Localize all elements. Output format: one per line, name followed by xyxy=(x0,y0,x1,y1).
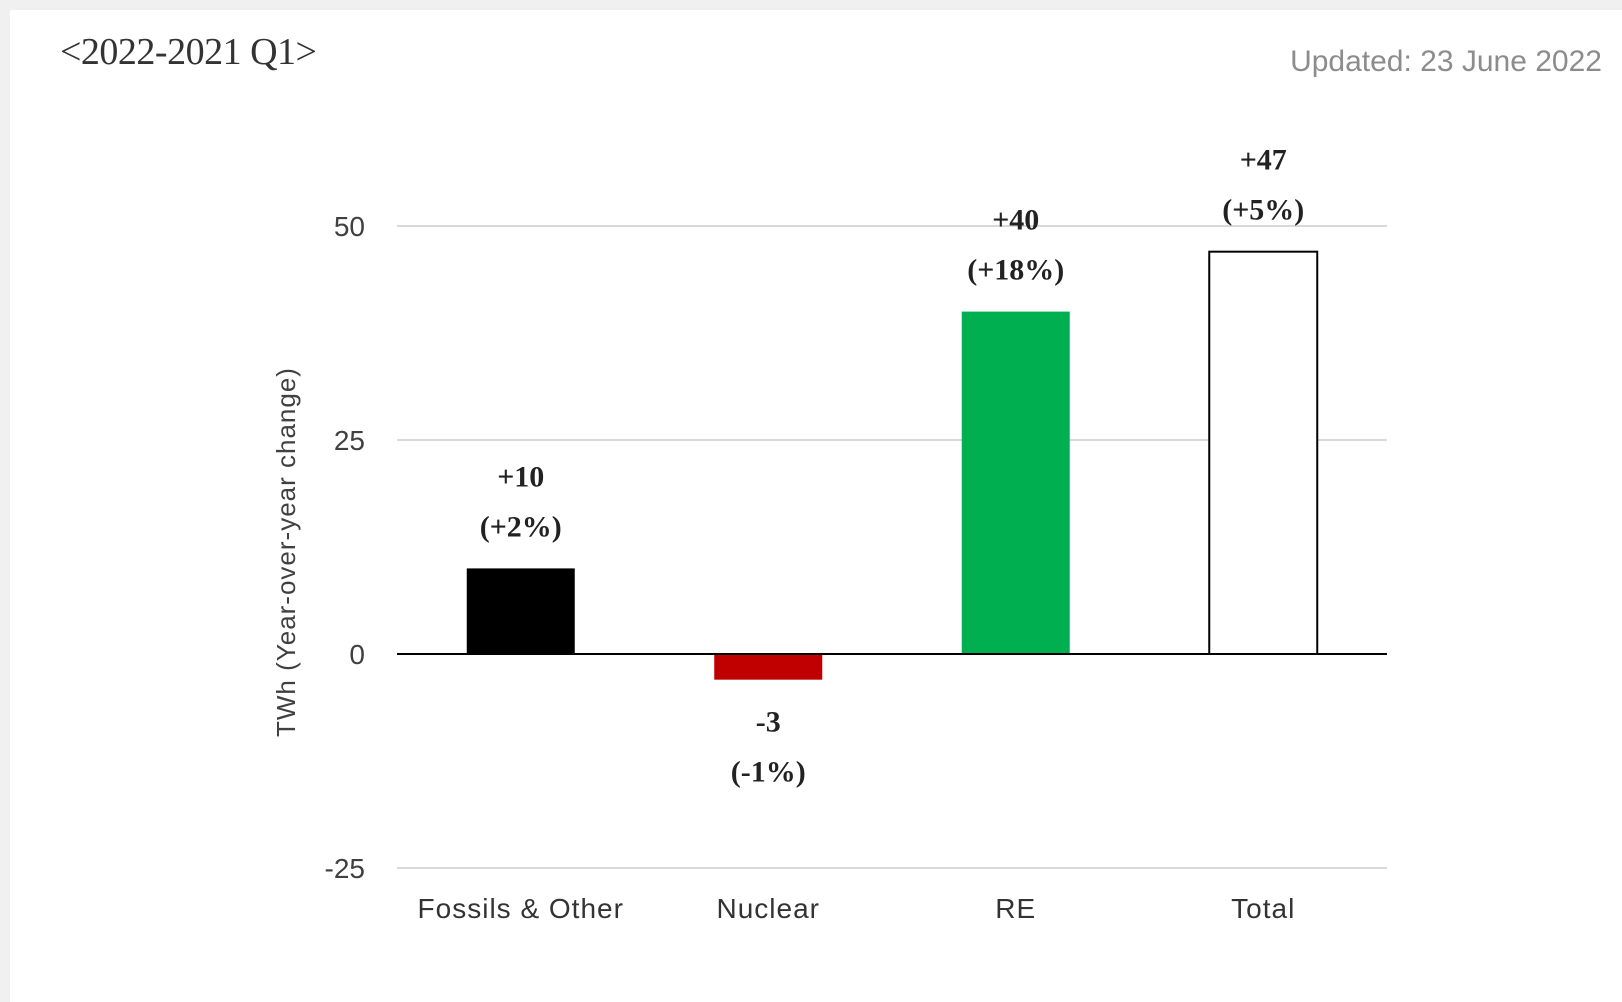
y-tick-label: -25 xyxy=(325,853,365,884)
data-labels: +10 (+2%) -3 (-1%) +40 (+18%) +47 (+5%) xyxy=(480,144,1305,789)
percent-label: (+5%) xyxy=(1222,194,1304,227)
x-tick-label: Fossils & Other xyxy=(418,893,624,924)
updated-date: Updated: 23 June 2022 xyxy=(1290,45,1602,78)
y-axis-ticks: 50 25 0 -25 xyxy=(325,211,365,884)
chart-title: <2022-2021 Q1> xyxy=(60,31,317,73)
bars xyxy=(466,250,1319,680)
percent-label: (+18%) xyxy=(967,254,1064,287)
percent-label: (-1%) xyxy=(731,756,806,789)
x-tick-label: RE xyxy=(995,893,1036,924)
bar-nuclear xyxy=(714,654,823,680)
x-tick-label: Nuclear xyxy=(717,893,820,924)
percent-label: (+2%) xyxy=(480,510,562,543)
x-axis-labels: Fossils & Other Nuclear RE Total xyxy=(418,893,1295,924)
value-label: +40 xyxy=(992,204,1039,237)
bar-fossils-other xyxy=(466,568,575,654)
value-label: -3 xyxy=(756,706,781,739)
y-tick-label: 25 xyxy=(334,425,365,456)
bar-total xyxy=(1208,250,1319,655)
y-axis-label: TWh (Year-over-year change) xyxy=(271,367,301,737)
y-tick-label: 50 xyxy=(334,211,365,242)
bar-re xyxy=(961,311,1070,654)
value-label: +47 xyxy=(1240,144,1287,177)
x-tick-label: Total xyxy=(1231,893,1295,924)
value-label: +10 xyxy=(497,460,544,493)
chart-panel xyxy=(10,10,1622,1002)
y-tick-label: 0 xyxy=(349,639,365,670)
